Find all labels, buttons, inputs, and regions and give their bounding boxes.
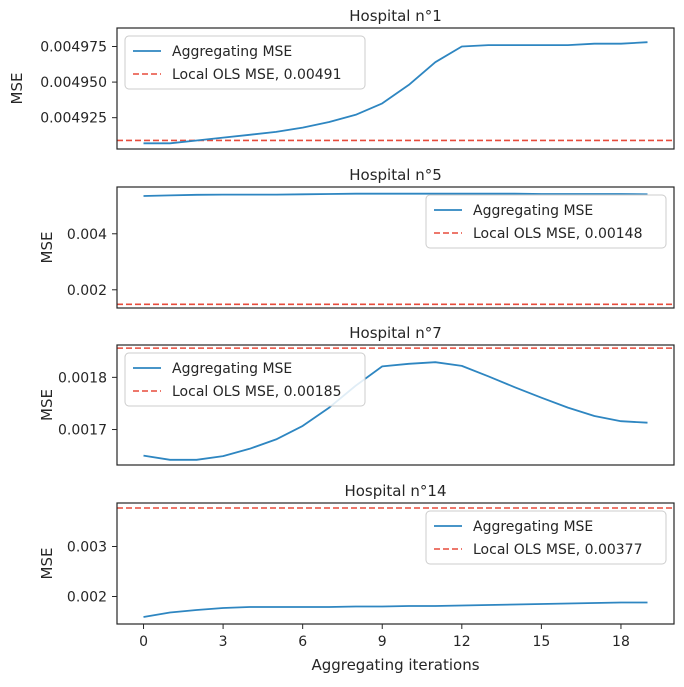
aggregating-mse-line	[143, 41, 648, 145]
legend: Aggregating MSE Local OLS MSE, 0.00377	[425, 510, 667, 565]
aggregating-mse-line	[143, 361, 648, 461]
aggregating-mse-line	[143, 601, 648, 618]
y-axis-label: MSE	[38, 548, 56, 580]
panel-hospital-2: Hospital n°5 MSE 0.002 0.004 Aggregating MSE…	[38, 166, 675, 309]
x-tick-label: 6	[298, 634, 307, 650]
legend-box	[124, 35, 366, 90]
y-tick-label: 0.0018	[58, 370, 107, 386]
axes-frame	[116, 344, 675, 466]
y-axis-label: MSE	[8, 73, 26, 105]
y-tick-label: 0.002	[67, 590, 107, 606]
x-tick-label: 3	[219, 634, 228, 650]
legend: Aggregating MSE Local OLS MSE, 0.00491	[124, 35, 366, 90]
y-tick-label: 0.003	[67, 540, 107, 556]
x-axis-label: Aggregating iterations	[311, 656, 479, 674]
legend-label-ols: Local OLS MSE, 0.00377	[473, 542, 643, 558]
x-tick-label: 0	[139, 634, 148, 650]
y-tick-label: 0.004	[67, 227, 107, 243]
y-tick-label: 0.004975	[40, 40, 107, 56]
y-tick-label: 0.004950	[40, 75, 107, 91]
y-tick-label: 0.002	[67, 283, 107, 299]
panel-title: Hospital n°7	[349, 324, 442, 342]
legend: Aggregating MSE Local OLS MSE, 0.00185	[124, 352, 366, 407]
panel-hospital-1: Hospital n°1 MSE 0.004925 0.004950 0.004975 A…	[8, 7, 675, 150]
y-axis-label: MSE	[38, 232, 56, 264]
legend-label-ols: Local OLS MSE, 0.00185	[172, 384, 342, 400]
legend: Aggregating MSE Local OLS MSE, 0.00148	[425, 194, 667, 249]
legend-label-aggregating: Aggregating MSE	[172, 361, 292, 377]
legend-box	[124, 352, 366, 407]
legend-label-ols: Local OLS MSE, 0.00148	[473, 226, 643, 242]
aggregating-mse-line	[143, 192, 648, 197]
x-tick-label: 15	[532, 634, 550, 650]
legend-box	[425, 194, 667, 249]
legend-label-aggregating: Aggregating MSE	[473, 519, 593, 535]
panel-title: Hospital n°14	[344, 482, 446, 500]
x-tick-label: 12	[453, 634, 471, 650]
legend-box	[425, 510, 667, 565]
legend-label-aggregating: Aggregating MSE	[473, 203, 593, 219]
x-tick-label: 18	[612, 634, 630, 650]
y-tick-label: 0.0017	[58, 423, 107, 439]
panel-hospital-4: Hospital n°14 MSE 0.002 0.003 0 3 6 9 12 15 18 Aggr…	[38, 482, 675, 674]
axes-frame	[116, 186, 675, 309]
y-axis-label: MSE	[38, 389, 56, 421]
axes-frame	[116, 27, 675, 150]
y-tick-label: 0.004925	[40, 111, 107, 127]
axes-frame	[116, 502, 675, 625]
x-tick-label: 9	[378, 634, 387, 650]
panel-title: Hospital n°5	[349, 166, 442, 184]
panel-title: Hospital n°1	[349, 7, 442, 25]
legend-label-aggregating: Aggregating MSE	[172, 44, 292, 60]
legend-label-ols: Local OLS MSE, 0.00491	[172, 67, 342, 83]
